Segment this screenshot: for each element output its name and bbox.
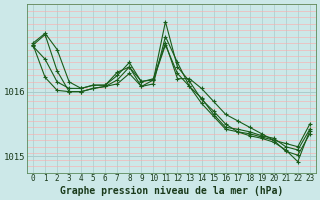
X-axis label: Graphe pression niveau de la mer (hPa): Graphe pression niveau de la mer (hPa) — [60, 186, 283, 196]
